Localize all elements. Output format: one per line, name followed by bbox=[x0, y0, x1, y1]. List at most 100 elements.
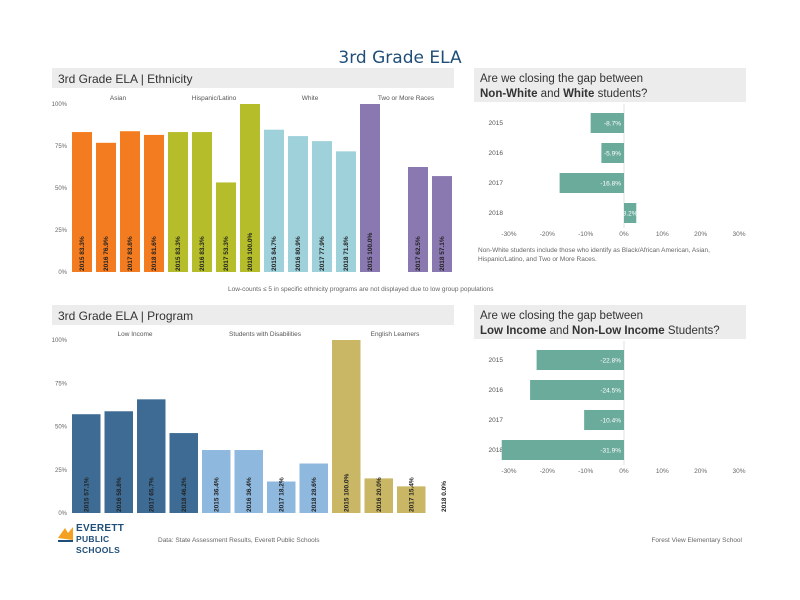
y-tick-label: 0% bbox=[58, 511, 67, 517]
gap-2-title-and: and bbox=[546, 325, 573, 337]
y-tick-label: 25% bbox=[55, 468, 68, 474]
gap-label: 3.2% bbox=[623, 211, 638, 218]
bar bbox=[360, 104, 380, 272]
x-tick-label: -10% bbox=[578, 231, 593, 238]
x-tick-label: 20% bbox=[694, 468, 707, 475]
category-label: 2017 bbox=[489, 180, 504, 187]
bar-label: 2016 76.9% bbox=[103, 236, 110, 271]
x-tick-label: 0% bbox=[619, 231, 629, 238]
bar-label: 2015 83.3% bbox=[79, 236, 86, 271]
bar bbox=[336, 151, 356, 272]
bar-label: 2017 83.8% bbox=[127, 236, 134, 271]
group-header: Two or More Races bbox=[378, 95, 435, 102]
bar-label: 2017 15.4% bbox=[408, 477, 415, 512]
bar-label: 2016 20.0% bbox=[376, 477, 383, 512]
gap-label: -16.8% bbox=[600, 181, 621, 188]
y-tick-label: 0% bbox=[58, 270, 67, 276]
bar-label: 2015 57.1% bbox=[83, 477, 90, 512]
group-header: White bbox=[302, 95, 319, 102]
bar-label: 2016 80.9% bbox=[295, 236, 302, 271]
bar bbox=[432, 176, 452, 272]
middle-note: Low-counts ≤ 5 in specific ethnicity pro… bbox=[228, 286, 494, 293]
bar-label: 2016 58.8% bbox=[116, 477, 123, 512]
category-label: 2017 bbox=[489, 417, 504, 424]
category-label: 2015 bbox=[489, 120, 504, 127]
group-header: English Learners bbox=[371, 331, 421, 338]
category-label: 2016 bbox=[489, 150, 504, 157]
y-tick-label: 50% bbox=[55, 186, 68, 192]
category-label: 2015 bbox=[489, 357, 504, 364]
bar bbox=[137, 399, 166, 513]
gap-chart-1: 2015 -8.7% 2016 -5.9% 2017 -16.8% 2018 3.2% -30%… bbox=[489, 104, 746, 238]
gap-label: -22.8% bbox=[600, 358, 621, 365]
gap-2-title-group-b: Non-Low Income bbox=[572, 325, 665, 337]
gap-label: -24.5% bbox=[600, 388, 621, 395]
page-title: 3rd Grade ELA bbox=[338, 48, 462, 68]
footer-source: Data: State Assessment Results, Everett … bbox=[158, 537, 320, 544]
x-tick-label: 10% bbox=[656, 468, 669, 475]
bar-label: 2017 53.3% bbox=[223, 236, 230, 271]
logo-line1: EVERETT bbox=[76, 523, 125, 534]
gap-bar bbox=[530, 380, 624, 400]
district-logo: EVERETT PUBLIC SCHOOLS bbox=[56, 522, 140, 555]
gap-2-title-end: Students? bbox=[664, 325, 720, 337]
category-label: 2018 bbox=[489, 447, 504, 454]
bar-label: 2018 71.8% bbox=[343, 236, 350, 271]
bar bbox=[216, 182, 236, 272]
group-header: Students with Disabilities bbox=[229, 331, 302, 338]
bar bbox=[192, 132, 212, 272]
bar bbox=[397, 486, 426, 513]
x-tick-label: -30% bbox=[501, 231, 516, 238]
bar bbox=[72, 132, 92, 272]
bar-label: 2017 65.7% bbox=[148, 477, 155, 512]
x-tick-label: -20% bbox=[540, 231, 555, 238]
bar bbox=[240, 104, 260, 272]
gap-1-note: Non-White students include those who ide… bbox=[478, 247, 710, 263]
gap-label: -5.9% bbox=[604, 151, 621, 158]
bar-label: 2015 83.3% bbox=[175, 236, 182, 271]
x-tick-label: -30% bbox=[501, 468, 516, 475]
gap-bar bbox=[590, 113, 624, 133]
y-tick-label: 50% bbox=[55, 425, 68, 431]
x-tick-label: 30% bbox=[732, 231, 745, 238]
gap-bar bbox=[501, 440, 624, 460]
gap-1-title-group-a: Non-White bbox=[480, 88, 538, 100]
bar bbox=[264, 129, 284, 272]
y-tick-label: 75% bbox=[55, 381, 68, 387]
bar-label: 2015 36.4% bbox=[213, 477, 220, 512]
gap-chart-1-title: Are we closing the gap between Non-White… bbox=[474, 68, 746, 102]
gap-2-title-group-a: Low Income bbox=[480, 325, 547, 337]
bar bbox=[312, 141, 332, 272]
bar bbox=[234, 450, 263, 513]
logo-line2: PUBLIC SCHOOLS bbox=[76, 534, 121, 555]
gap-1-title-line1: Are we closing the gap between bbox=[480, 73, 644, 85]
x-tick-label: -20% bbox=[540, 468, 555, 475]
y-tick-label: 25% bbox=[55, 228, 68, 234]
bar-label: 2015 100.0% bbox=[343, 473, 350, 512]
bar bbox=[202, 450, 231, 513]
bar bbox=[96, 142, 116, 272]
gap-label: -8.7% bbox=[604, 121, 621, 128]
bar bbox=[267, 481, 296, 513]
gap-2-title-line1: Are we closing the gap between bbox=[480, 310, 644, 322]
program-chart-title: 3rd Grade ELA | Program bbox=[52, 305, 454, 325]
bar bbox=[104, 411, 133, 513]
category-label: 2018 bbox=[489, 210, 504, 217]
group-header: Asian bbox=[110, 95, 127, 102]
gap-1-title-group-b: White bbox=[563, 88, 595, 100]
bar-label: 2017 62.5% bbox=[415, 236, 422, 271]
ethnicity-chart-title: 3rd Grade ELA | Ethnicity bbox=[52, 68, 454, 88]
bar-label: 2018 81.6% bbox=[151, 236, 158, 271]
bar-label: 2018 57.1% bbox=[439, 236, 446, 271]
bar bbox=[169, 433, 198, 513]
gap-label: -10.4% bbox=[600, 418, 621, 425]
gap-bar bbox=[584, 410, 624, 430]
category-label: 2016 bbox=[489, 387, 504, 394]
bar bbox=[72, 414, 101, 513]
program-chart: 0% 25% 50% 75% 100% Low Income 2015 57.1% 2016 … bbox=[52, 331, 448, 517]
footer-school: Forest View Elementary School bbox=[651, 537, 742, 544]
gap-bar bbox=[536, 350, 624, 370]
bar-label: 2017 77.9% bbox=[319, 236, 326, 271]
bar bbox=[168, 132, 188, 272]
bar-label: 2018 100.0% bbox=[247, 232, 254, 271]
